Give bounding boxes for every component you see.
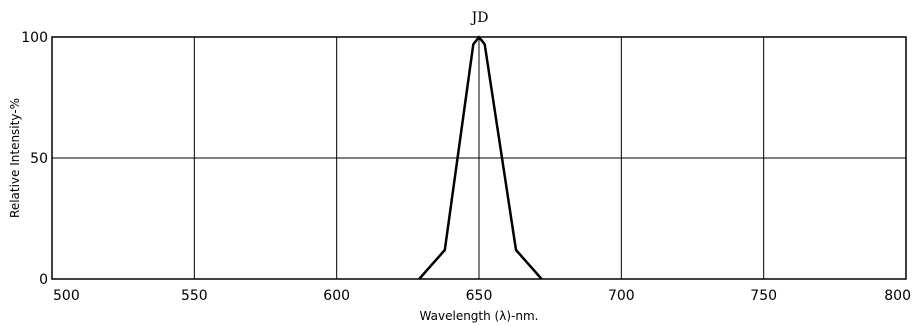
y-tick-labels: 0 50 100	[21, 30, 48, 288]
x-tick-label: 750	[750, 288, 777, 304]
y-axis-label: Relative Intensity-%	[8, 98, 22, 218]
y-tick-label: 50	[30, 151, 48, 167]
x-tick-label: 600	[323, 288, 350, 304]
y-tick-label: 100	[21, 30, 48, 46]
x-tick-label: 500	[53, 288, 80, 304]
x-tick-label: 650	[466, 288, 493, 304]
x-axis-label: Wavelength (λ)-nm.	[420, 309, 539, 323]
x-tick-labels: 500 550 600 650 700 750 800	[53, 288, 911, 304]
x-tick-label: 700	[608, 288, 635, 304]
y-tick-label: 0	[39, 272, 48, 288]
chart-title: JD	[470, 10, 489, 26]
x-tick-label: 550	[181, 288, 208, 304]
x-tick-label: 800	[884, 288, 911, 304]
grid-lines	[52, 37, 906, 279]
series-line	[418, 35, 543, 280]
